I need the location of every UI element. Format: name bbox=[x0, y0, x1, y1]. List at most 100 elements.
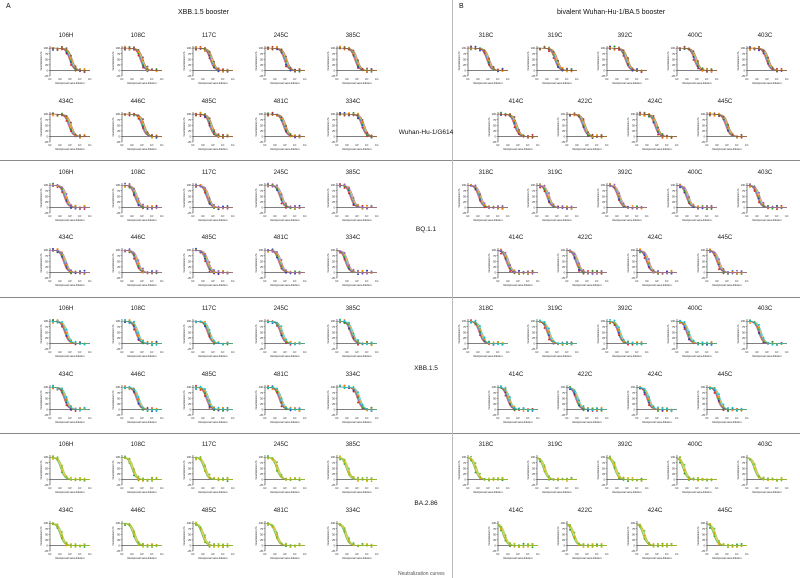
x-tick-label: 10¹ bbox=[565, 417, 569, 420]
x-tick-label: 10³ bbox=[725, 280, 729, 283]
x-tick-label: 10¹ bbox=[335, 144, 339, 147]
data-point bbox=[204, 390, 206, 393]
y-axis-label: Neutralization % bbox=[487, 390, 491, 410]
y-tick-label: 25 bbox=[45, 402, 48, 406]
x-tick-label: 10⁵ bbox=[375, 350, 379, 354]
x-tick-label: 10⁵ bbox=[160, 350, 164, 354]
y-tick-label: 0 bbox=[744, 68, 746, 72]
data-point bbox=[718, 258, 720, 261]
y-axis-label: Neutralization % bbox=[182, 460, 186, 480]
y-tick-label: 0 bbox=[262, 134, 264, 138]
data-point bbox=[65, 544, 68, 547]
x-axis-label: Reciprocal sera dilution bbox=[55, 490, 85, 494]
data-point bbox=[582, 269, 585, 271]
x-tick-label: 10¹ bbox=[263, 417, 267, 420]
data-point bbox=[587, 131, 589, 134]
data-point bbox=[137, 541, 140, 544]
data-point bbox=[731, 406, 734, 409]
data-point bbox=[661, 407, 664, 410]
data-point bbox=[151, 543, 153, 545]
data-point bbox=[701, 479, 704, 482]
x-tick-label: 10¹ bbox=[635, 280, 639, 283]
y-tick-label: 75 bbox=[260, 391, 263, 395]
data-point bbox=[199, 528, 202, 530]
data-point bbox=[128, 248, 131, 251]
y-tick-label: 75 bbox=[45, 118, 48, 122]
y-tick-label: 100 bbox=[116, 319, 121, 323]
data-point bbox=[70, 204, 72, 207]
y-tick-label: -25 bbox=[631, 140, 635, 144]
data-point bbox=[357, 205, 359, 208]
data-point bbox=[683, 328, 686, 331]
data-point bbox=[151, 270, 153, 272]
series-curve bbox=[121, 522, 162, 546]
x-tick-label: 10² bbox=[615, 215, 619, 218]
data-point bbox=[213, 130, 215, 133]
plot-title: 117C bbox=[202, 169, 217, 176]
y-tick-label: 100 bbox=[701, 385, 706, 389]
x-axis-label: Reciprocal sera dilution bbox=[642, 147, 672, 151]
section-divider bbox=[0, 297, 800, 298]
data-point bbox=[133, 254, 135, 257]
data-point bbox=[56, 456, 59, 459]
plot-title: 481C bbox=[274, 507, 289, 514]
series-curve bbox=[49, 456, 90, 480]
y-tick-label: 25 bbox=[602, 63, 605, 67]
y-tick-label: 50 bbox=[117, 330, 120, 334]
series-curve bbox=[265, 47, 305, 71]
data-point bbox=[348, 112, 350, 114]
data-point bbox=[61, 114, 63, 117]
data-point bbox=[552, 52, 555, 55]
y-tick-label: 50 bbox=[45, 532, 48, 536]
data-point bbox=[500, 249, 502, 252]
data-point bbox=[289, 478, 292, 481]
y-tick-label: 75 bbox=[493, 118, 496, 122]
x-tick-label: 10³ bbox=[695, 215, 699, 218]
data-point bbox=[222, 478, 224, 481]
data-point bbox=[497, 477, 499, 480]
x-tick-label: 10¹ bbox=[335, 351, 339, 354]
data-point bbox=[339, 458, 341, 461]
data-point bbox=[749, 183, 751, 186]
series-curve bbox=[746, 320, 787, 344]
x-tick-label: 10³ bbox=[355, 280, 359, 283]
y-tick-label: 100 bbox=[631, 248, 636, 252]
x-tick-label: 10² bbox=[58, 280, 62, 283]
y-tick-label: 25 bbox=[188, 63, 191, 67]
data-point bbox=[492, 478, 495, 480]
series-curve bbox=[192, 457, 233, 480]
data-point bbox=[217, 543, 220, 545]
data-point bbox=[758, 201, 760, 204]
y-tick-label: 50 bbox=[463, 330, 466, 334]
y-tick-label: -25 bbox=[259, 211, 263, 215]
x-tick-label: 10¹ bbox=[745, 351, 749, 354]
series-curve bbox=[636, 249, 677, 273]
data-point bbox=[527, 409, 529, 412]
data-point bbox=[226, 542, 229, 545]
x-axis-label: Reciprocal sera dilution bbox=[342, 420, 372, 424]
series-curve bbox=[265, 249, 305, 273]
series-curve bbox=[467, 184, 508, 208]
x-tick-label: 10¹ bbox=[263, 215, 267, 218]
plot-title: 403C bbox=[758, 441, 773, 448]
plot-title: 385C bbox=[346, 169, 361, 176]
data-point bbox=[666, 270, 668, 273]
y-axis-label: Neutralization % bbox=[526, 324, 530, 344]
plot-A-481C bbox=[263, 384, 305, 416]
data-point bbox=[366, 207, 368, 210]
plot-title: 446C bbox=[131, 234, 146, 241]
y-axis-label: Neutralization % bbox=[626, 526, 630, 546]
data-point bbox=[518, 131, 520, 134]
data-point bbox=[561, 205, 564, 208]
data-point bbox=[276, 461, 278, 464]
y-tick-label: 100 bbox=[631, 112, 636, 116]
data-point bbox=[627, 341, 629, 344]
data-point bbox=[271, 250, 274, 253]
x-tick-label: 10² bbox=[130, 215, 134, 218]
x-tick-label: 10² bbox=[575, 280, 579, 283]
x-axis-label: Reciprocal sera dilution bbox=[55, 147, 85, 151]
plot-A-106H bbox=[48, 182, 90, 214]
plot-B-424C bbox=[635, 521, 677, 552]
y-tick-label: 75 bbox=[332, 118, 335, 122]
x-tick-label: 10¹ bbox=[605, 351, 609, 354]
